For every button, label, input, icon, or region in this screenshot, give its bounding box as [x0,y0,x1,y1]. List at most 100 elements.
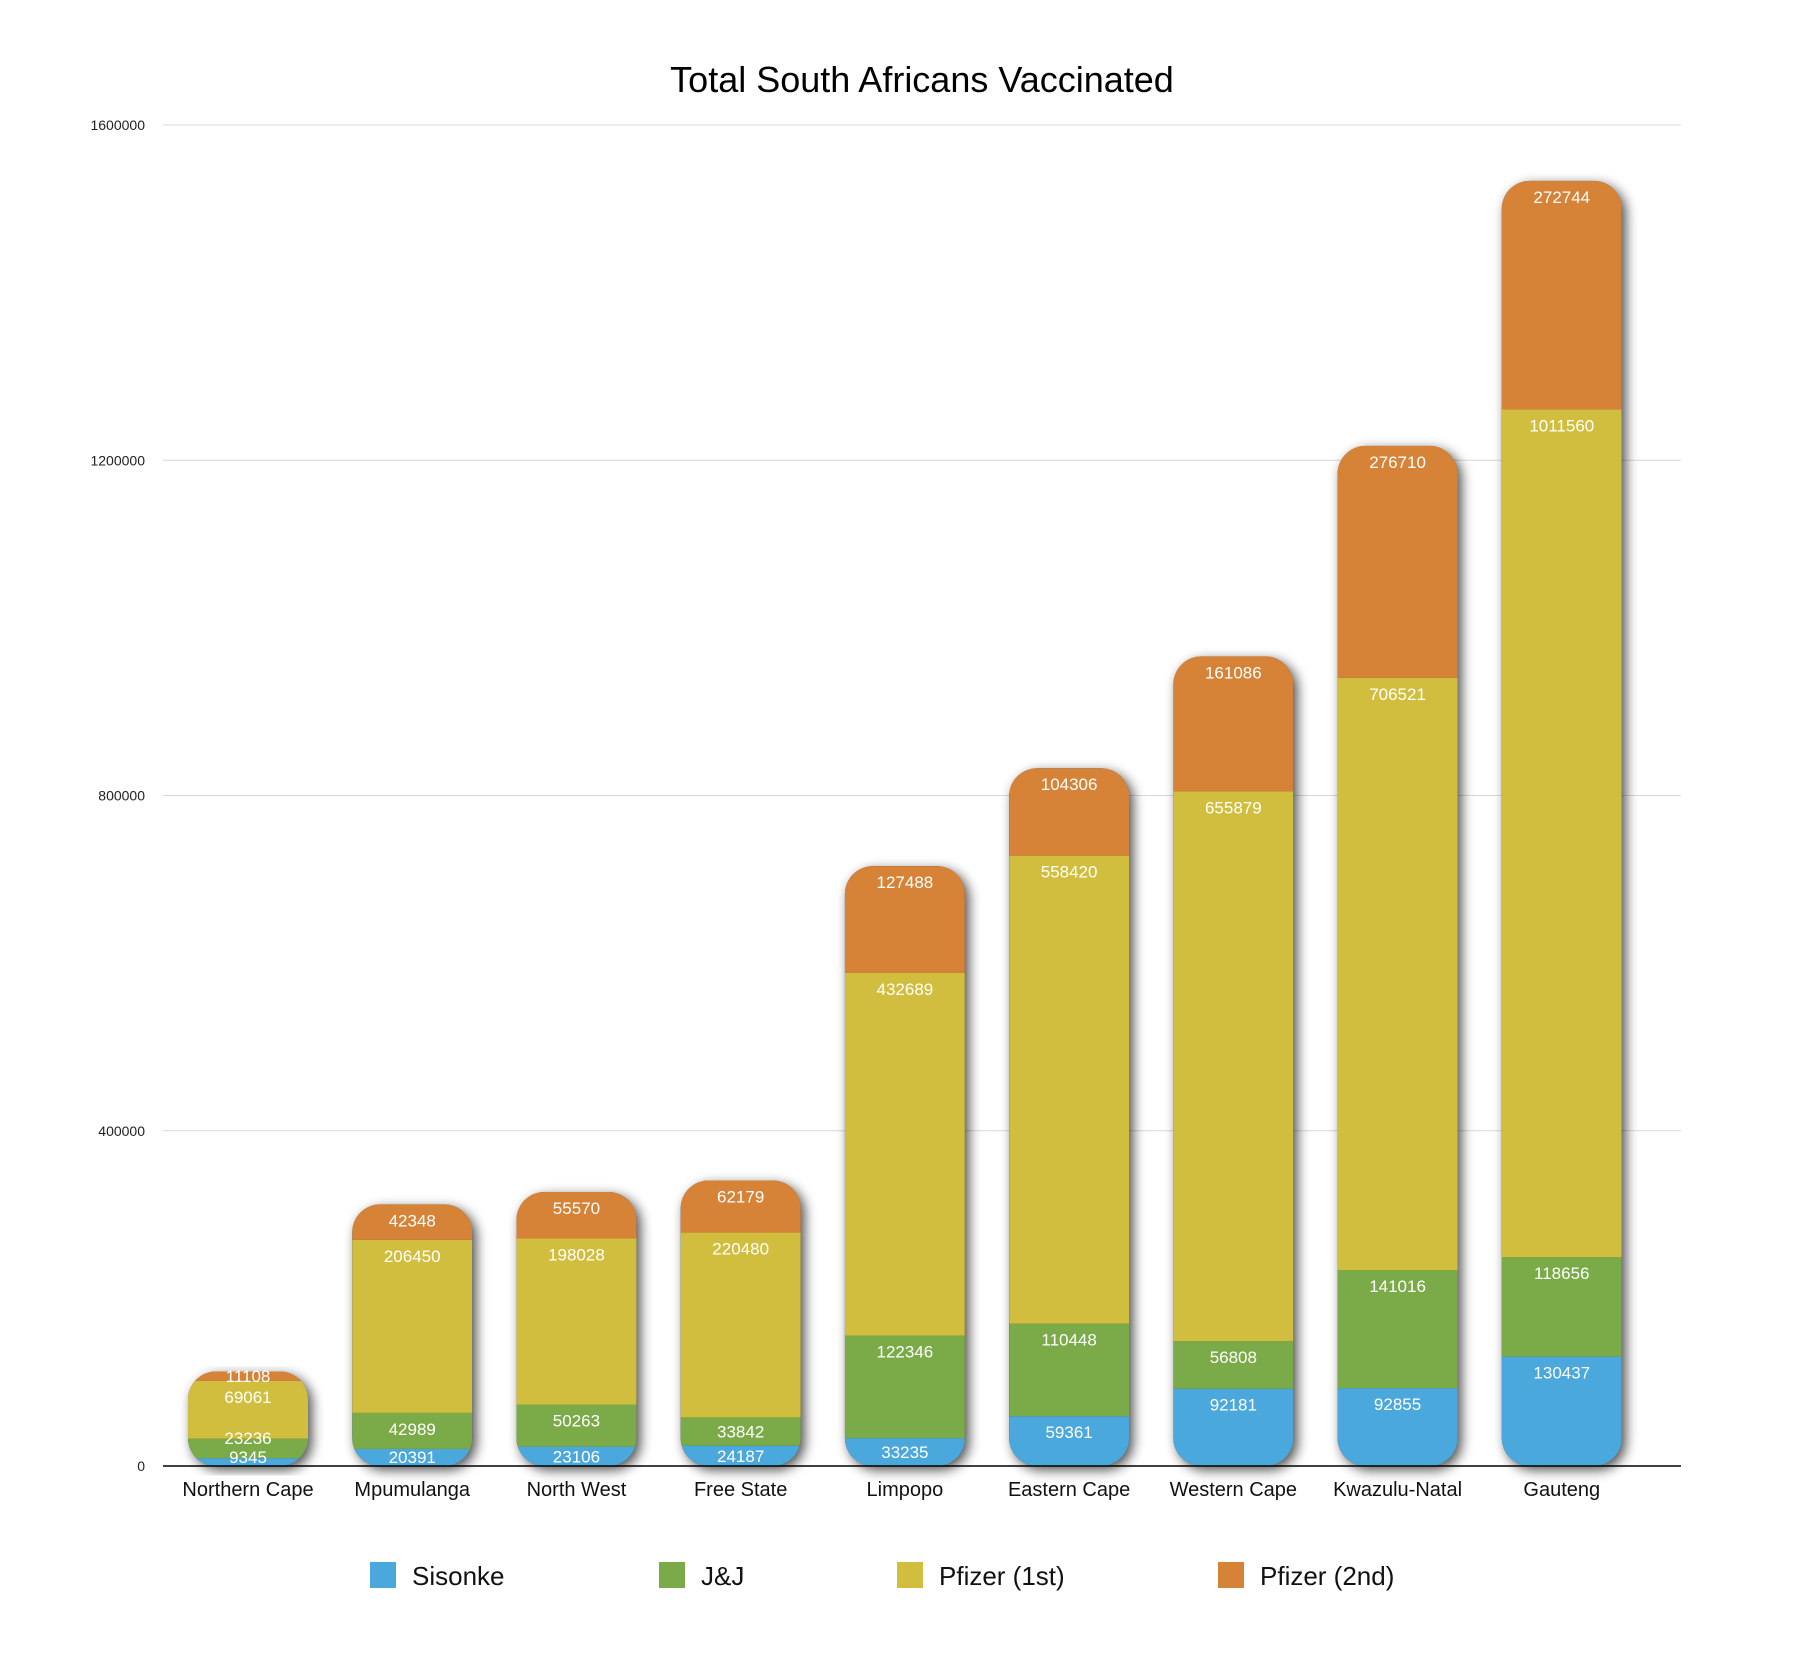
data-label: 122346 [877,1343,934,1362]
y-tick-label: 0 [137,1458,145,1474]
bar-segments [1501,180,1622,1466]
x-tick-label: Northern Cape [182,1479,313,1501]
data-label: 1011560 [1529,416,1594,435]
x-tick-label: Mpumulanga [354,1479,471,1501]
data-label: 92855 [1374,1395,1421,1414]
chart-title: Total South Africans Vaccinated [670,59,1174,100]
bar-segments [680,1180,801,1466]
legend-item: Pfizer (1st) [897,1561,1065,1591]
x-tick-label: Limpopo [867,1479,944,1501]
data-label: 55570 [553,1199,600,1218]
bar-segment-pfizer-1st- [1337,677,1458,1270]
bar-segment-j-j [680,1417,801,1446]
data-label: 110448 [1041,1331,1096,1350]
data-label: 62179 [717,1187,764,1206]
data-label: 69061 [224,1388,271,1407]
data-label: 33235 [881,1443,928,1462]
bar-segment-sisonke [1501,1356,1622,1466]
bar-segment-pfizer-1st- [680,1232,801,1418]
legend-label: Pfizer (1st) [939,1561,1065,1591]
bar-stack: 59361 110448 558420 104306 [1009,768,1130,1466]
x-tick-label: North West [527,1479,627,1501]
data-label: 9345 [229,1448,267,1467]
data-label: 161086 [1205,663,1262,682]
bar-stack: 24187 33842 220480 62179 [680,1180,801,1466]
x-tick-label: Eastern Cape [1008,1479,1130,1501]
bar-segment-j-j [1337,1269,1458,1389]
data-label: 42989 [389,1420,436,1439]
legend-label: Sisonke [412,1561,505,1591]
bar-segment-j-j [1009,1323,1130,1417]
data-label: 24187 [717,1447,764,1466]
bar-segment-pfizer-2nd- [188,1371,308,1381]
bar-segments [844,866,965,1466]
data-label: 42348 [389,1211,436,1230]
data-label: 130437 [1533,1364,1590,1383]
y-tick-label: 1200000 [90,452,145,468]
bar-stack: 23106 50263 198028 55570 [516,1191,637,1466]
bar-segment-sisonke [352,1448,473,1466]
bar-segment-pfizer-1st- [352,1239,473,1413]
bar-segments [1337,445,1458,1466]
x-axis-ticks: Northern Cape Mpumulanga North West Free St… [182,1479,1600,1501]
data-label: 206450 [384,1247,441,1266]
bar-segment-pfizer-2nd- [1173,656,1294,792]
bar-segment-sisonke [188,1458,308,1466]
bar-segment-pfizer-1st- [1501,409,1622,1258]
bar-segment-pfizer-2nd- [844,866,965,973]
data-label: 20391 [389,1448,436,1467]
bar-segments [1173,656,1294,1466]
data-label: 23106 [553,1447,600,1466]
legend-label: Pfizer (2nd) [1260,1561,1394,1591]
bar-segment-j-j [352,1412,473,1449]
y-tick-label: 400000 [98,1123,145,1139]
data-label: 220480 [712,1240,769,1259]
data-label: 127488 [877,873,934,892]
data-label: 59361 [1045,1423,1092,1442]
bar-segment-pfizer-1st- [188,1380,308,1439]
legend-swatch [370,1562,396,1588]
data-label: 141016 [1369,1277,1426,1296]
bar-segment-j-j [188,1438,308,1459]
legend-swatch [659,1562,685,1588]
bar-segments [516,1191,637,1466]
data-label: 198028 [548,1246,605,1265]
data-label: 432689 [877,980,934,999]
bar-segment-pfizer-2nd- [680,1180,801,1233]
data-label: 276710 [1369,453,1426,472]
bar-segment-pfizer-2nd- [1501,180,1622,410]
bar-segment-pfizer-1st- [516,1238,637,1405]
bar-segment-pfizer-1st- [1173,791,1294,1342]
bar-segment-sisonke [1009,1416,1130,1466]
data-label: 104306 [1041,775,1098,794]
bar-segment-j-j [1501,1257,1622,1357]
bar-segments [352,1204,473,1466]
data-label: 56808 [1210,1348,1257,1367]
bar-segments [188,1371,308,1466]
legend-label: J&J [701,1561,744,1591]
bar-segment-j-j [1173,1341,1294,1389]
bar-stack: 130437 118656 1011560 272744 [1501,180,1622,1466]
x-tick-label: Free State [694,1479,787,1501]
x-tick-label: Kwazulu-Natal [1333,1479,1462,1501]
bar-segment-j-j [844,1335,965,1439]
bar-segment-pfizer-2nd- [516,1191,637,1239]
legend-swatch [897,1562,923,1588]
bar-segment-j-j [516,1404,637,1447]
bar-segment-sisonke [1173,1388,1294,1466]
bar-segment-pfizer-1st- [844,972,965,1336]
bar-stack: 92181 56808 655879 161086 [1173,656,1294,1466]
data-label: 33842 [717,1423,764,1442]
data-label: 558420 [1041,863,1098,882]
data-label: 11108 [226,1367,271,1386]
x-tick-label: Gauteng [1523,1479,1600,1501]
data-label: 655879 [1205,798,1262,817]
x-tick-label: Western Cape [1170,1479,1297,1501]
bar-segments [1009,768,1130,1466]
bar-stack: 33235 122346 432689 127488 [844,866,965,1466]
bar-stack: 20391 42989 206450 42348 [352,1204,473,1467]
legend-item: Pfizer (2nd) [1218,1561,1394,1591]
data-label: 23236 [224,1429,271,1448]
